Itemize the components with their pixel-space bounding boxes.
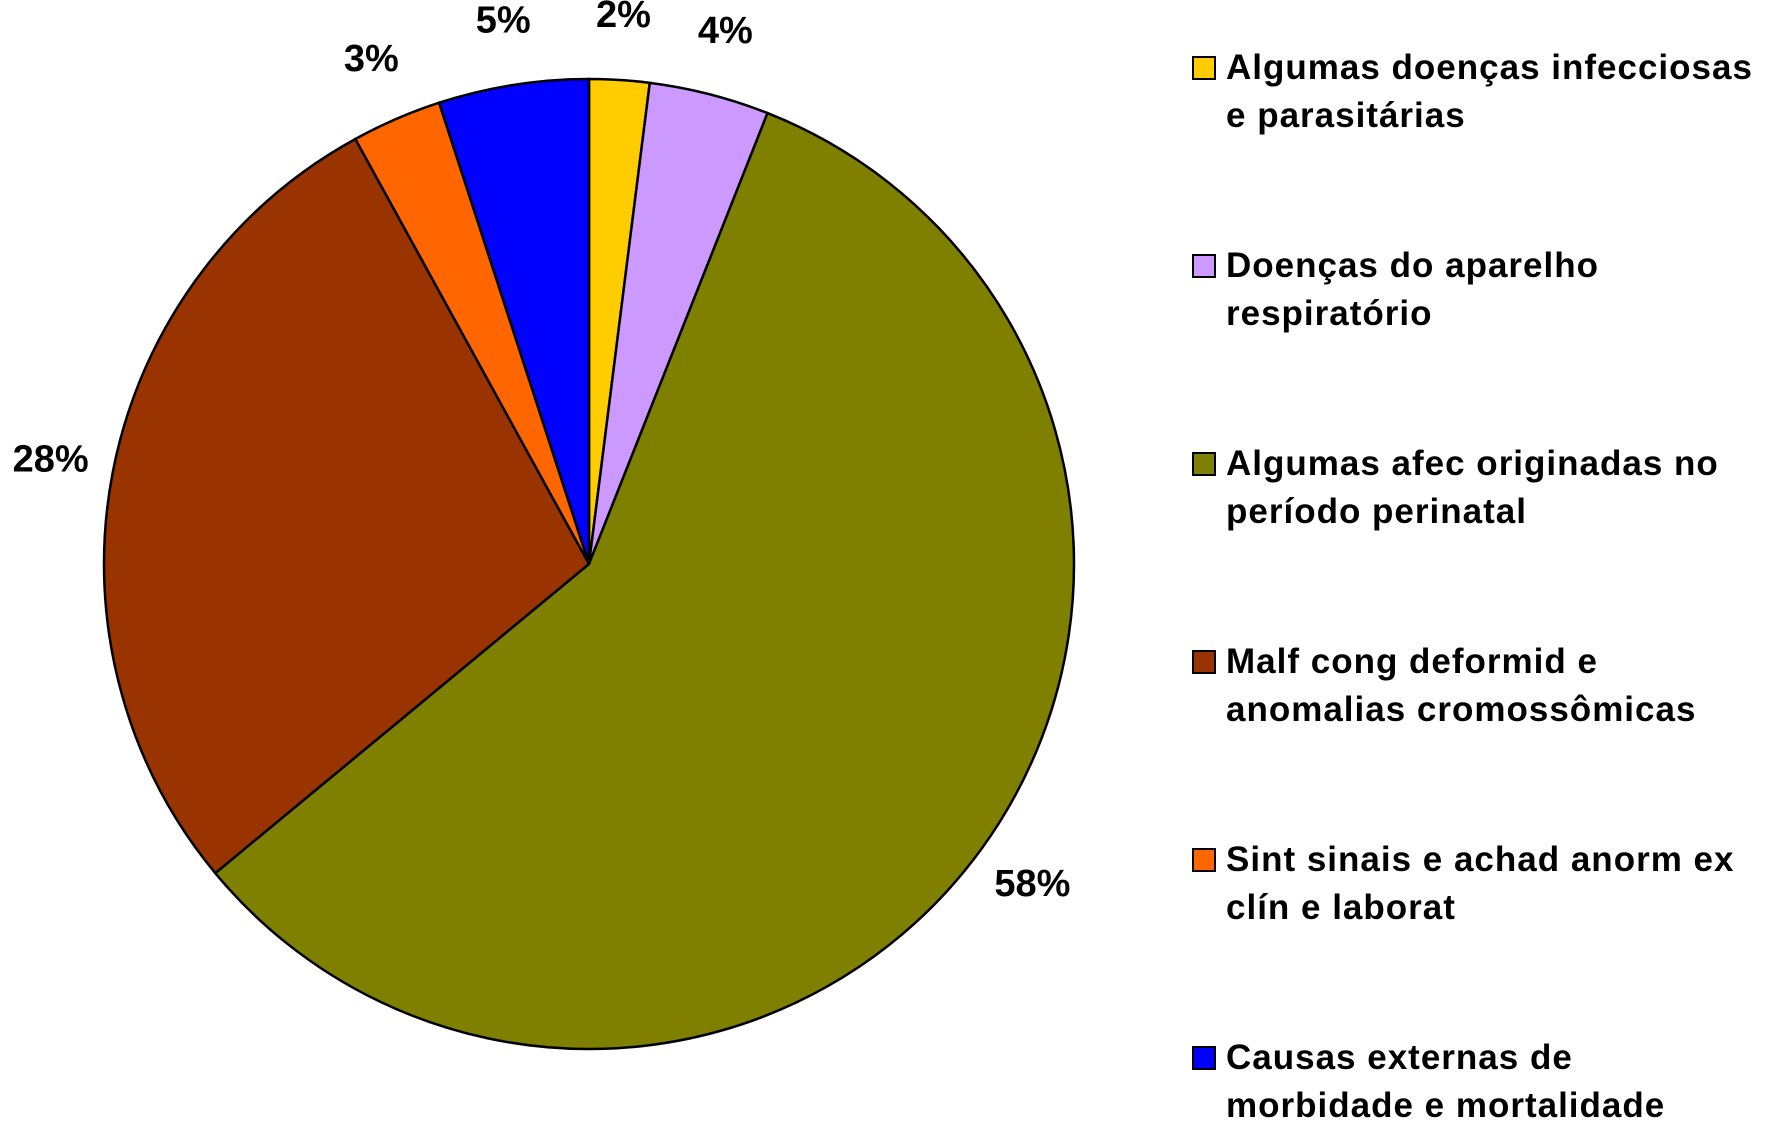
legend-swatch — [1192, 56, 1216, 80]
data-label: 58% — [994, 863, 1070, 905]
pie-slice — [437, 77, 591, 565]
pie-area: 2% 4% 58% 28% 3% 5% — [13, 0, 1076, 1051]
data-label: 28% — [13, 438, 89, 480]
legend-label: Sint sinais e achad anorm ex clín e labo… — [1226, 840, 1735, 927]
legend-label: Algumas doenças infecciosas e parasitári… — [1226, 48, 1753, 135]
legend-item: Sint sinais e achad anorm ex clín e labo… — [1192, 836, 1762, 932]
legend-swatch — [1192, 254, 1216, 278]
legend-item: Algumas afec originadas no período perin… — [1192, 440, 1762, 536]
legend-label: Malf cong deformid e anomalias cromossôm… — [1226, 642, 1697, 729]
legend-swatch — [1192, 452, 1216, 476]
data-label: 2% — [596, 0, 651, 36]
legend-item: Causas externas de morbidade e mortalida… — [1192, 1034, 1762, 1130]
legend-swatch — [1192, 650, 1216, 674]
data-label: 5% — [476, 0, 531, 42]
legend-item: Algumas doenças infecciosas e parasitári… — [1192, 44, 1762, 140]
data-label: 3% — [344, 38, 399, 80]
legend-swatch — [1192, 848, 1216, 872]
legend-label: Causas externas de morbidade e mortalida… — [1226, 1038, 1666, 1125]
legend-label: Doenças do aparelho respiratório — [1226, 246, 1599, 333]
legend-item: Malf cong deformid e anomalias cromossôm… — [1192, 638, 1762, 734]
legend-item: Doenças do aparelho respiratório — [1192, 242, 1762, 338]
data-label: 4% — [698, 10, 753, 52]
pie-slice — [213, 111, 1076, 1051]
pie-slice — [102, 137, 591, 875]
legend-swatch — [1192, 1046, 1216, 1070]
legend-label: Algumas afec originadas no período perin… — [1226, 444, 1719, 531]
